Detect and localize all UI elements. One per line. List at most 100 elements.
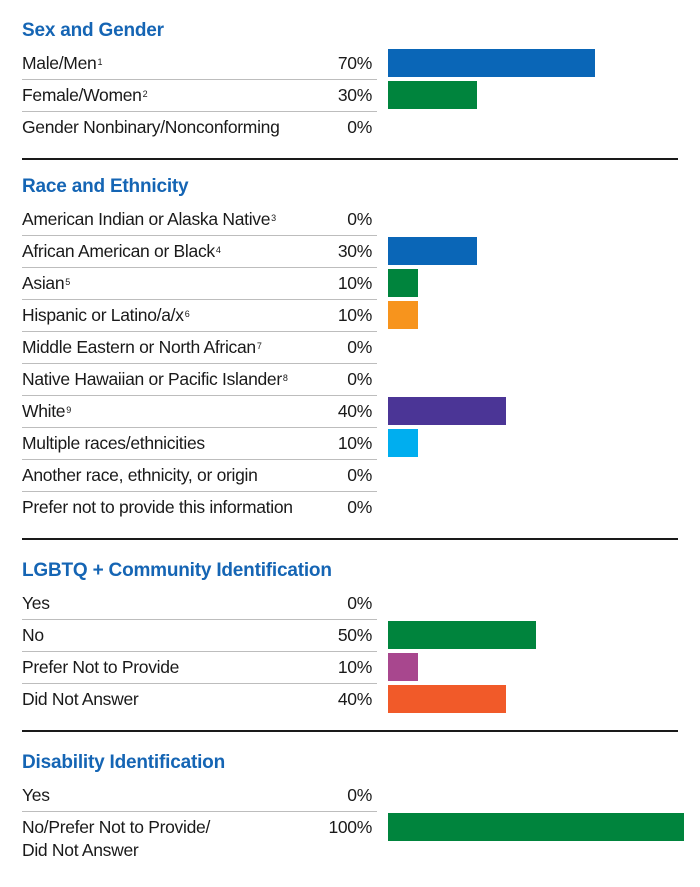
row-divider (22, 299, 377, 300)
chart-row: Gender Nonbinary/Nonconforming 0% (0, 112, 700, 144)
row-value: 0% (347, 369, 372, 389)
footnote-marker: 3 (271, 213, 276, 223)
bar (388, 813, 684, 841)
row-label-text: Native Hawaiian or Pacific Islander (22, 369, 282, 389)
row-value: 40% (337, 401, 372, 421)
row-label: Native Hawaiian or Pacific Islander8 (22, 368, 322, 391)
row-label-text: American Indian or Alaska Native (22, 209, 271, 229)
chart-row: Native Hawaiian or Pacific Islander8 0% (0, 364, 700, 396)
row-label: Asian5 (22, 272, 322, 295)
row-divider (22, 491, 377, 492)
section-title: LGBTQ + Community Identification (22, 560, 332, 581)
row-divider (22, 111, 377, 112)
chart-row: Did Not Answer 40% (0, 684, 700, 716)
row-label: Middle Eastern or North African7 (22, 336, 322, 359)
row-label-text: Multiple races/ethnicities (22, 433, 205, 453)
row-label-text: Hispanic or Latino/a/x (22, 305, 184, 325)
row-value: 30% (337, 241, 372, 261)
row-label-line: No/Prefer Not to Provide/ (22, 817, 210, 837)
row-divider (22, 79, 377, 80)
chart-row: No/Prefer Not to Provide/Did Not Answer 1… (0, 812, 700, 866)
section-divider (22, 158, 678, 160)
row-value: 0% (347, 337, 372, 357)
row-label: Multiple races/ethnicities (22, 432, 322, 455)
chart-row: Female/Women2 30% (0, 80, 700, 112)
row-divider (22, 459, 377, 460)
footnote-marker: 4 (215, 245, 221, 255)
row-value: 0% (347, 465, 372, 485)
chart-row: Asian5 10% (0, 268, 700, 300)
row-divider (22, 363, 377, 364)
footnote-marker: 8 (282, 373, 288, 383)
chart-row: Prefer Not to Provide 10% (0, 652, 700, 684)
row-divider (22, 235, 377, 236)
bar (388, 49, 596, 77)
bar (388, 397, 507, 425)
row-divider (22, 683, 377, 684)
row-label-text: Asian (22, 273, 65, 293)
row-divider (22, 811, 377, 812)
row-value: 10% (337, 657, 372, 677)
row-label: Did Not Answer (22, 688, 322, 711)
row-divider (22, 395, 377, 396)
footnote-marker: 5 (65, 277, 70, 287)
row-divider (22, 267, 377, 268)
row-value: 30% (337, 85, 372, 105)
chart-row: Prefer not to provide this information 0% (0, 492, 700, 524)
row-label-text: No (22, 625, 44, 645)
row-label-text: White (22, 401, 66, 421)
row-label: Male/Men1 (22, 52, 322, 75)
footnote-marker: 2 (142, 89, 148, 99)
bar (388, 81, 477, 109)
row-label: Prefer Not to Provide (22, 656, 322, 679)
row-value: 100% (328, 817, 372, 837)
bar (388, 301, 418, 329)
row-value: 50% (337, 625, 372, 645)
chart-row: Yes 0% (0, 588, 700, 620)
row-divider (22, 427, 377, 428)
chart-row: Yes 0% (0, 780, 700, 812)
row-label: Yes (22, 784, 322, 807)
row-label: Hispanic or Latino/a/x6 (22, 304, 322, 327)
row-value: 0% (347, 593, 372, 613)
footnote-marker: 6 (184, 309, 190, 319)
row-label-text: Prefer not to provide this information (22, 497, 293, 517)
row-label-text: Yes (22, 785, 50, 805)
row-value: 0% (347, 209, 372, 229)
bar (388, 429, 418, 457)
chart-row: Middle Eastern or North African7 0% (0, 332, 700, 364)
row-label: No/Prefer Not to Provide/Did Not Answer (22, 816, 322, 862)
row-label: Yes (22, 592, 322, 615)
row-label-text: Female/Women (22, 85, 142, 105)
section-divider (22, 538, 678, 540)
footnote-marker: 9 (66, 405, 71, 415)
row-value: 0% (347, 785, 372, 805)
bar (388, 237, 477, 265)
row-value: 10% (337, 433, 372, 453)
bar (388, 653, 418, 681)
chart-row: No 50% (0, 620, 700, 652)
chart-row: American Indian or Alaska Native3 0% (0, 204, 700, 236)
row-value: 70% (337, 53, 372, 73)
bar (388, 621, 536, 649)
chart-row: White9 40% (0, 396, 700, 428)
row-value: 10% (337, 305, 372, 325)
chart-row: Multiple races/ethnicities 10% (0, 428, 700, 460)
row-label: Another race, ethnicity, or origin (22, 464, 322, 487)
row-label-text: Middle Eastern or North African (22, 337, 256, 357)
row-label: No (22, 624, 322, 647)
bar (388, 269, 418, 297)
row-value: 0% (347, 497, 372, 517)
row-label-text: Gender Nonbinary/Nonconforming (22, 117, 280, 137)
chart-row: Hispanic or Latino/a/x6 10% (0, 300, 700, 332)
chart-row: Male/Men1 70% (0, 48, 700, 80)
row-label-text: Another race, ethnicity, or origin (22, 465, 258, 485)
row-label-text: African American or Black (22, 241, 215, 261)
row-label-line: Did Not Answer (22, 840, 139, 860)
row-label-text: Did Not Answer (22, 689, 139, 709)
row-divider (22, 651, 377, 652)
row-label: Prefer not to provide this information (22, 496, 322, 519)
row-label-text: Yes (22, 593, 50, 613)
section-title: Race and Ethnicity (22, 176, 189, 197)
